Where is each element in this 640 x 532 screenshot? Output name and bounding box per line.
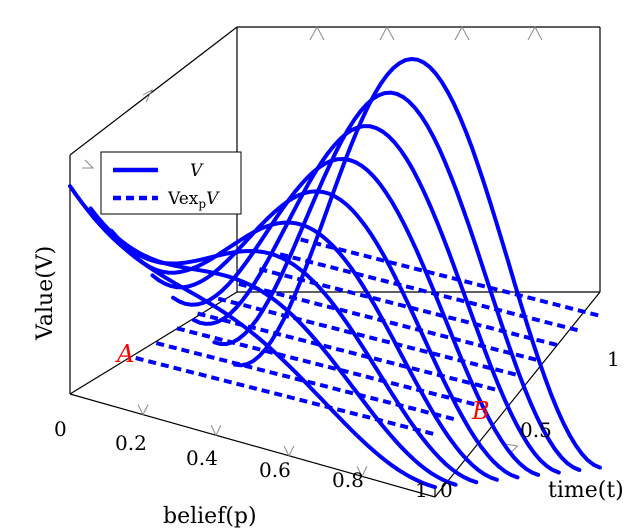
- back-tick: [309, 25, 325, 41]
- dashed-line-2: [176, 326, 477, 407]
- x-tick-label: 0: [54, 417, 67, 441]
- dashed-line-0: [135, 356, 436, 437]
- label-a: A: [115, 340, 134, 368]
- tick-marks: [137, 404, 519, 478]
- box-edge: [69, 291, 238, 395]
- back-tick: [379, 25, 395, 41]
- x-tick-mark: [356, 466, 368, 478]
- x-tick-label: 0.8: [332, 468, 364, 492]
- back-tick: [527, 25, 543, 41]
- legend-vex-suffix: V: [206, 189, 220, 209]
- t-axis-label: time(t): [548, 478, 624, 503]
- solid-line-2: [109, 228, 479, 485]
- box-edge: [69, 26, 238, 156]
- x-tick-mark: [210, 424, 222, 437]
- x-tick-labels: 0 0.2 0.4 0.6 0.8 1: [54, 417, 428, 502]
- box-edge: [434, 291, 601, 498]
- legend-box: [100, 151, 242, 215]
- t-tick-mark: [505, 443, 519, 455]
- back-tick: [454, 25, 470, 41]
- t-tick-label: 0.5: [520, 418, 552, 442]
- legend-vex-base: Vex: [167, 189, 199, 209]
- x-axis-label: belief(p): [163, 504, 257, 529]
- back-tick: [142, 88, 154, 103]
- x-tick-label: 0.2: [115, 431, 147, 455]
- x-tick-label: 0.4: [186, 446, 218, 470]
- legend-label-v: V: [190, 161, 204, 181]
- legend-label-vex: VexpV: [167, 189, 220, 211]
- x-tick-label: 1: [415, 478, 428, 502]
- solid-series: [68, 56, 602, 490]
- back-tick: [82, 159, 95, 169]
- solid-line-4: [150, 189, 520, 480]
- t-tick-label: 1: [607, 347, 620, 371]
- x-tick-mark: [283, 445, 295, 457]
- y-axis-label: Value(V): [33, 246, 58, 341]
- solid-line-8: [233, 56, 602, 470]
- solid-line-6: [191, 124, 561, 475]
- x-tick-label: 0.6: [259, 458, 291, 482]
- x-tick-mark: [137, 404, 149, 416]
- solid-line-5: [171, 156, 541, 477]
- back-ticks: [82, 25, 543, 169]
- t-tick-label: 0: [440, 478, 453, 502]
- t-tick-labels: 0 0.5 1: [440, 347, 620, 502]
- legend-vex-sub: p: [198, 197, 206, 211]
- box-edge: [69, 393, 436, 498]
- label-b: B: [471, 397, 490, 425]
- solid-line-7: [212, 90, 582, 472]
- legend: V VexpV: [100, 151, 242, 215]
- solid-line-3: [129, 220, 499, 482]
